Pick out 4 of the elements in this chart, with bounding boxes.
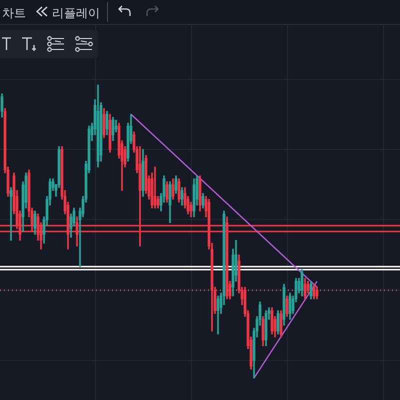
text: 차트 (2, 5, 26, 22)
candlestick (154, 166, 156, 208)
text: 리플레이 (52, 5, 100, 22)
candlestick (10, 187, 12, 241)
